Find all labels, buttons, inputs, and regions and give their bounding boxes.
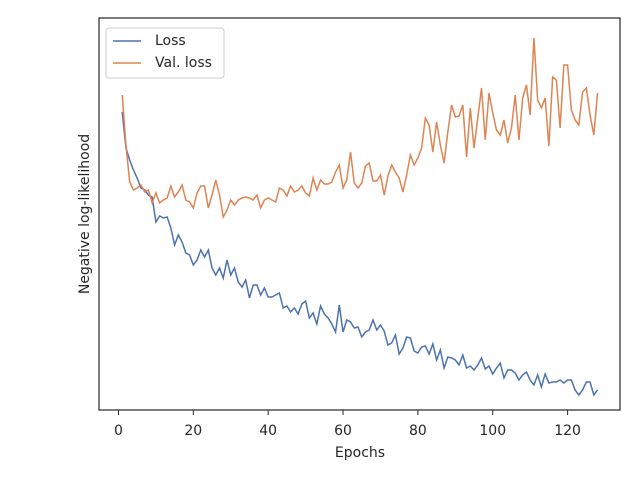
y-axis-label: Negative log-likelihood [77,134,93,294]
legend-label: Loss [155,33,186,49]
x-tick-label: 0 [114,423,123,439]
x-axis-label: Epochs [335,445,385,461]
x-tick-label: 60 [334,423,352,439]
plot-frame [98,17,621,411]
x-tick-label: 40 [259,423,277,439]
data-line [121,111,599,397]
x-tick-label: 20 [184,423,202,439]
data-line [121,37,599,220]
x-tick-label: 80 [409,423,427,439]
x-tick-label: 100 [479,423,506,439]
legend-label: Val. loss [155,55,212,71]
x-tick-label: 120 [554,423,581,439]
